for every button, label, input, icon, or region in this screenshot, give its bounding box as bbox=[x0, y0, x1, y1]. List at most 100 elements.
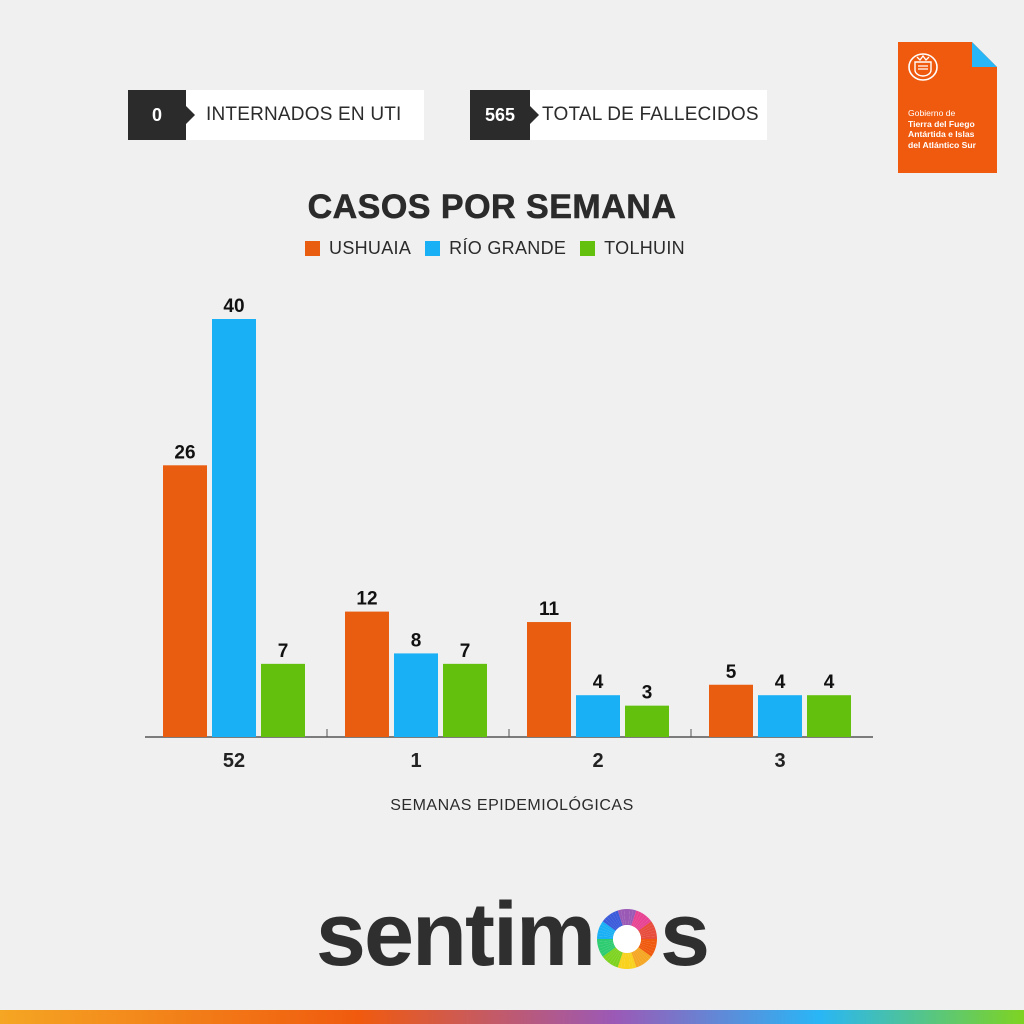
logo-line-2: Tierra del Fuego bbox=[908, 118, 975, 129]
stat-internados: 0 INTERNADOS EN UTI bbox=[128, 90, 424, 140]
stat-fallecidos: 565 TOTAL DE FALLECIDOS bbox=[470, 90, 767, 140]
color-wheel-segment bbox=[631, 951, 640, 968]
stat-internados-label: INTERNADOS EN UTI bbox=[206, 104, 402, 125]
color-wheel-segment bbox=[612, 951, 622, 967]
bar-value-label: 11 bbox=[539, 599, 560, 620]
bar-tolhuin-2 bbox=[625, 705, 669, 737]
color-wheel-segment bbox=[638, 921, 653, 932]
bar-r-o-grande-1 bbox=[394, 653, 438, 737]
bar-value-label: 4 bbox=[824, 672, 835, 693]
color-wheel-segment bbox=[636, 916, 650, 930]
color-wheel-segment bbox=[637, 947, 652, 960]
bar-ushuaia-1 bbox=[345, 611, 389, 737]
government-logo-text: Gobierno de Tierra del Fuego Antártida e… bbox=[908, 108, 996, 150]
color-wheel-o-icon bbox=[597, 909, 658, 969]
legend-swatch-ushuaia bbox=[305, 241, 321, 256]
color-wheel-segment bbox=[623, 952, 628, 969]
x-tick-label: 3 bbox=[774, 750, 785, 772]
stat-internados-value: 0 bbox=[128, 90, 195, 140]
color-wheel-segment bbox=[634, 950, 645, 965]
color-wheel-segment bbox=[632, 951, 643, 967]
x-tick-label: 1 bbox=[410, 750, 421, 772]
legend-swatch-tolhuin bbox=[580, 241, 596, 256]
color-wheel-segment bbox=[640, 932, 657, 938]
color-wheel-segment bbox=[623, 909, 628, 926]
legend-swatch-rio-grande bbox=[425, 241, 441, 256]
bar-tolhuin-3 bbox=[807, 695, 851, 737]
color-wheel-segment bbox=[628, 952, 634, 969]
color-wheel-segment bbox=[639, 944, 655, 954]
legend-item-tolhuin: TOLHUIN bbox=[580, 238, 685, 259]
color-wheel-segment bbox=[639, 943, 656, 952]
bar-ushuaia-52 bbox=[163, 465, 207, 737]
bar-value-label: 4 bbox=[593, 672, 604, 693]
color-wheel-segment bbox=[602, 918, 617, 931]
color-wheel-segment bbox=[602, 947, 617, 960]
color-wheel-segment bbox=[635, 949, 648, 964]
bar-value-label: 8 bbox=[411, 630, 422, 651]
logo-line-1: Gobierno de bbox=[908, 108, 956, 118]
bar-value-label: 7 bbox=[278, 641, 289, 662]
color-wheel-segment bbox=[609, 913, 621, 928]
bar-value-label: 3 bbox=[642, 683, 653, 704]
color-wheel-segment bbox=[601, 946, 616, 957]
bar-tolhuin-52 bbox=[261, 663, 305, 737]
color-wheel-segment bbox=[604, 948, 618, 962]
stat-fallecidos-label: TOTAL DE FALLECIDOS bbox=[542, 104, 759, 125]
color-wheel-segment bbox=[612, 911, 622, 927]
color-wheel-segment bbox=[614, 951, 623, 968]
bar-value-label: 4 bbox=[775, 672, 786, 693]
x-tick-label: 2 bbox=[592, 750, 603, 772]
color-wheel-segment bbox=[597, 941, 614, 949]
brand-suffix: s bbox=[660, 885, 710, 985]
bar-value-label: 12 bbox=[356, 589, 377, 610]
bar-value-label: 7 bbox=[460, 641, 471, 662]
color-wheel-segment bbox=[606, 914, 619, 929]
color-wheel-segment bbox=[627, 909, 631, 926]
color-wheel-segment bbox=[639, 924, 655, 934]
color-wheel-segment bbox=[635, 914, 648, 929]
color-wheel-segment bbox=[614, 910, 623, 927]
color-wheel-segment bbox=[640, 935, 658, 939]
color-wheel-segment bbox=[606, 949, 619, 964]
color-wheel-segment bbox=[640, 940, 657, 946]
color-wheel-segment bbox=[638, 946, 653, 957]
brand-wordmark: sentim s bbox=[316, 885, 710, 985]
bar-value-label: 5 bbox=[726, 662, 737, 683]
bar-value-label: 26 bbox=[174, 442, 195, 463]
color-wheel-segment bbox=[598, 926, 615, 935]
logo-line-3: Antártida e Islas bbox=[908, 129, 975, 139]
color-wheel-segment bbox=[628, 909, 634, 926]
color-wheel-segment bbox=[629, 909, 637, 926]
color-wheel-segment bbox=[597, 929, 614, 937]
legend-label-rio-grande: RÍO GRANDE bbox=[449, 238, 567, 258]
stat-fallecidos-value: 565 bbox=[470, 90, 539, 140]
color-wheel-segment bbox=[620, 952, 626, 969]
color-wheel-segment bbox=[637, 918, 652, 931]
logo-line-4: del Atlántico Sur bbox=[908, 139, 976, 150]
color-wheel-segment bbox=[597, 940, 614, 946]
color-wheel-segment bbox=[634, 913, 645, 928]
color-wheel-segment bbox=[597, 935, 614, 939]
color-wheel-segment bbox=[631, 910, 640, 927]
bottom-color-strip bbox=[0, 1010, 1024, 1024]
color-wheel-segment bbox=[617, 952, 625, 969]
color-wheel-segment bbox=[597, 939, 614, 943]
bar-r-o-grande-2 bbox=[576, 695, 620, 737]
color-wheel-segment bbox=[598, 943, 615, 952]
bar-value-label: 40 bbox=[223, 296, 244, 317]
color-wheel-segment bbox=[632, 911, 643, 927]
bar-tolhuin-1 bbox=[443, 663, 487, 737]
color-wheel-segment bbox=[599, 924, 615, 934]
legend-item-rio-grande: RÍO GRANDE bbox=[425, 238, 566, 259]
bar-ushuaia-2 bbox=[527, 622, 571, 737]
x-axis-label: SEMANAS EPIDEMIOLÓGICAS bbox=[390, 797, 634, 814]
color-wheel-segment bbox=[604, 916, 618, 930]
color-wheel-segment bbox=[609, 950, 621, 965]
coat-of-arms-icon bbox=[908, 53, 938, 81]
color-wheel-segment bbox=[639, 926, 656, 935]
color-wheel-segment bbox=[599, 944, 615, 954]
legend-label-tolhuin: TOLHUIN bbox=[604, 238, 685, 258]
color-wheel-segment bbox=[617, 909, 625, 926]
